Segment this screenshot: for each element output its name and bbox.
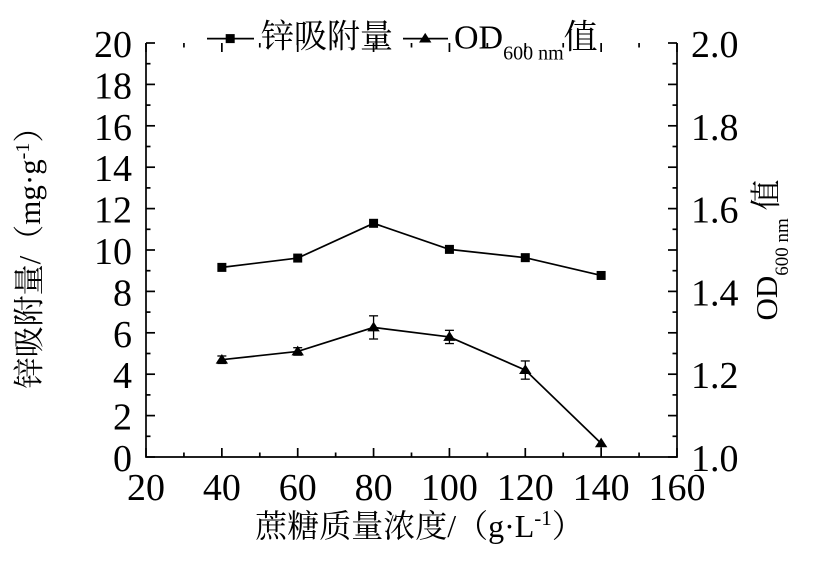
svg-text:锌吸附量: 锌吸附量 (261, 19, 393, 56)
svg-text:2: 2 (113, 397, 132, 439)
svg-text:2.0: 2.0 (691, 24, 739, 66)
svg-text:20: 20 (94, 24, 132, 66)
svg-text:1.8: 1.8 (691, 107, 739, 149)
svg-text:1.4: 1.4 (691, 272, 739, 314)
svg-text:40: 40 (203, 467, 241, 509)
svg-text:10: 10 (94, 231, 132, 273)
svg-text:6: 6 (113, 314, 132, 356)
svg-text:80: 80 (355, 467, 393, 509)
svg-text:120: 120 (497, 467, 554, 509)
svg-text:12: 12 (94, 190, 132, 232)
svg-text:14: 14 (94, 148, 132, 190)
svg-text:1.6: 1.6 (691, 190, 739, 232)
svg-text:60: 60 (279, 467, 317, 509)
svg-text:20: 20 (127, 467, 165, 509)
svg-text:8: 8 (113, 272, 132, 314)
svg-text:18: 18 (94, 65, 132, 107)
svg-text:100: 100 (421, 467, 478, 509)
svg-text:1.0: 1.0 (691, 438, 739, 480)
svg-text:1.2: 1.2 (691, 355, 739, 397)
svg-text:4: 4 (113, 355, 132, 397)
svg-text:140: 140 (573, 467, 630, 509)
svg-text:0: 0 (113, 438, 132, 480)
svg-text:16: 16 (94, 107, 132, 149)
